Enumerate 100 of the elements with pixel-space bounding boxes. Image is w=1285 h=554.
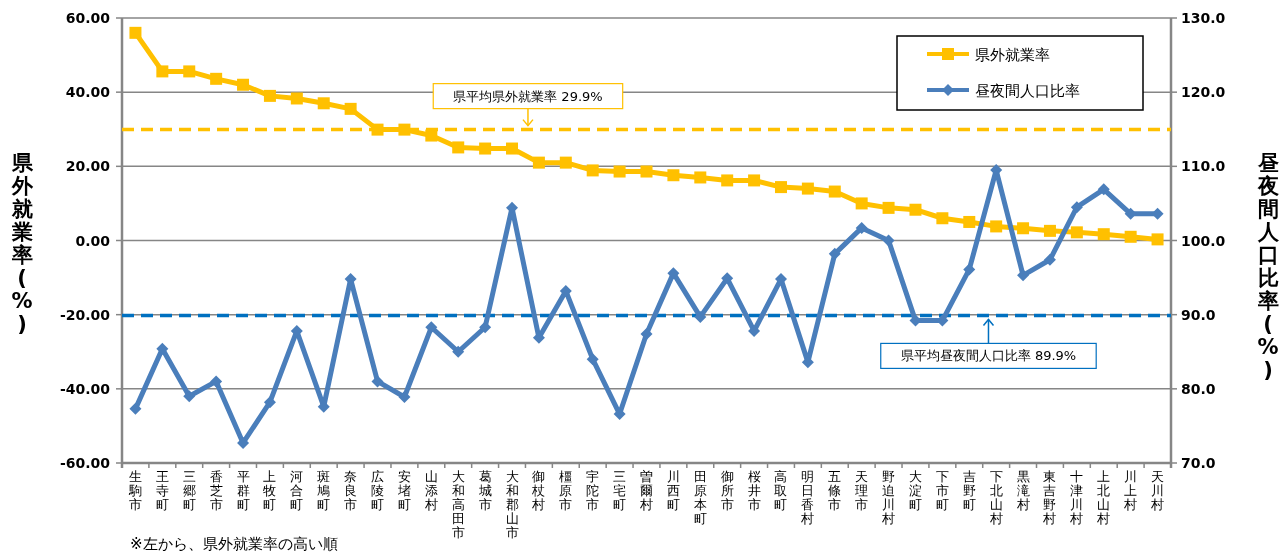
point — [667, 267, 680, 280]
x-tick-label: 野迫川村 — [881, 469, 896, 526]
x-tick-label: 東吉野村 — [1042, 469, 1057, 526]
point — [1043, 253, 1056, 266]
point — [667, 169, 680, 182]
point — [613, 165, 626, 178]
point — [828, 247, 841, 260]
point — [398, 390, 411, 403]
point — [237, 78, 250, 91]
point — [371, 123, 384, 136]
point — [721, 272, 734, 285]
point — [1070, 226, 1083, 239]
x-tick-label: 生駒市 — [127, 469, 142, 512]
point — [694, 171, 707, 184]
point — [156, 65, 169, 78]
point — [344, 102, 357, 115]
point — [156, 342, 169, 355]
x-tick-label: 安堵町 — [396, 469, 411, 512]
point — [694, 310, 707, 323]
x-tick-label: 大和郡山市 — [505, 469, 519, 540]
x-tick-label: 高取町 — [774, 469, 788, 512]
x-tick-label: 香芝市 — [209, 469, 223, 512]
point — [129, 26, 142, 39]
x-tick-label: 大和高田市 — [451, 469, 465, 540]
y-axis-title: 県外就業率(%) — [10, 151, 34, 336]
point — [586, 353, 599, 366]
point — [909, 203, 922, 216]
ref-line-label: 県平均昼夜間人口比率 89.9% — [900, 348, 1077, 364]
x-tick-label: 斑鳩町 — [317, 469, 331, 512]
point — [263, 89, 276, 102]
point — [290, 92, 303, 105]
point — [371, 375, 384, 388]
y2-tick-label: 120.0 — [1181, 84, 1226, 101]
x-tick-label: 田原本町 — [693, 469, 707, 526]
point — [263, 396, 276, 409]
y2-tick-label: 130.0 — [1181, 10, 1226, 26]
x-tick-label: 吉野町 — [962, 469, 976, 512]
point — [855, 221, 868, 234]
point — [963, 215, 976, 228]
x-tick-label: 黒滝村 — [1015, 469, 1030, 512]
point — [1124, 230, 1137, 243]
point — [210, 72, 223, 85]
y-tick-label: -40.00 — [59, 380, 111, 397]
y-tick-label: 60.00 — [65, 10, 111, 26]
x-tick-label: 山添村 — [423, 469, 438, 512]
x-tick-label: 上北山村 — [1096, 469, 1111, 526]
point — [882, 201, 895, 214]
x-tick-label: 河合町 — [290, 469, 304, 512]
x-tick-label: 川西町 — [666, 469, 680, 512]
x-tick-label: 十津川村 — [1069, 469, 1084, 526]
legend-label: 昼夜間人口比率 — [975, 82, 1080, 100]
point — [936, 212, 949, 225]
x-tick-label: 奈良市 — [344, 469, 358, 512]
point — [183, 390, 196, 403]
x-tick-label: 葛城市 — [477, 469, 492, 512]
point — [479, 321, 492, 334]
y2-tick-label: 110.0 — [1181, 158, 1226, 175]
point — [855, 197, 868, 210]
y-tick-label: -60.00 — [59, 455, 111, 471]
point — [774, 181, 787, 194]
point — [1097, 183, 1110, 196]
text: ※左から、県外就業率の高い順 — [130, 535, 338, 553]
point — [640, 165, 653, 178]
x-tick-label: 曽爾村 — [639, 469, 653, 512]
x-tick-label: 天理市 — [855, 469, 869, 512]
x-tick-label: 三宅町 — [613, 469, 627, 512]
point — [882, 234, 895, 247]
point — [506, 142, 519, 155]
x-tick-label: 平群町 — [236, 469, 250, 512]
x-tick-label: 宇陀市 — [586, 469, 600, 512]
point — [129, 402, 142, 415]
point — [237, 436, 250, 449]
y-tick-label: -20.00 — [59, 306, 111, 323]
x-tick-label: 天川村 — [1150, 469, 1165, 512]
point — [398, 123, 411, 136]
point — [1043, 224, 1056, 237]
y2-tick-label: 100.0 — [1181, 232, 1226, 249]
point — [452, 141, 465, 154]
x-tick-label: 御所市 — [720, 469, 734, 512]
point — [425, 321, 438, 334]
point — [748, 174, 761, 187]
x-tick-label: 下市町 — [935, 469, 949, 512]
y2-tick-label: 70.0 — [1181, 455, 1216, 471]
point — [1017, 222, 1030, 235]
point — [1017, 269, 1030, 282]
point — [559, 156, 572, 169]
y-tick-label: 20.00 — [65, 158, 111, 175]
x-tick-label: 橿原市 — [559, 469, 573, 512]
point — [828, 185, 841, 198]
point — [1097, 228, 1110, 241]
legend-label: 県外就業率 — [975, 46, 1050, 64]
y2-tick-label: 80.0 — [1181, 380, 1216, 397]
x-tick-label: 五條市 — [828, 469, 842, 512]
x-tick-label: 大淀町 — [908, 469, 922, 512]
point — [721, 174, 734, 187]
point — [210, 375, 223, 388]
y2-tick-label: 90.0 — [1181, 306, 1216, 323]
point — [452, 345, 465, 358]
x-tick-label: 桜井市 — [747, 469, 761, 512]
point — [317, 97, 330, 110]
